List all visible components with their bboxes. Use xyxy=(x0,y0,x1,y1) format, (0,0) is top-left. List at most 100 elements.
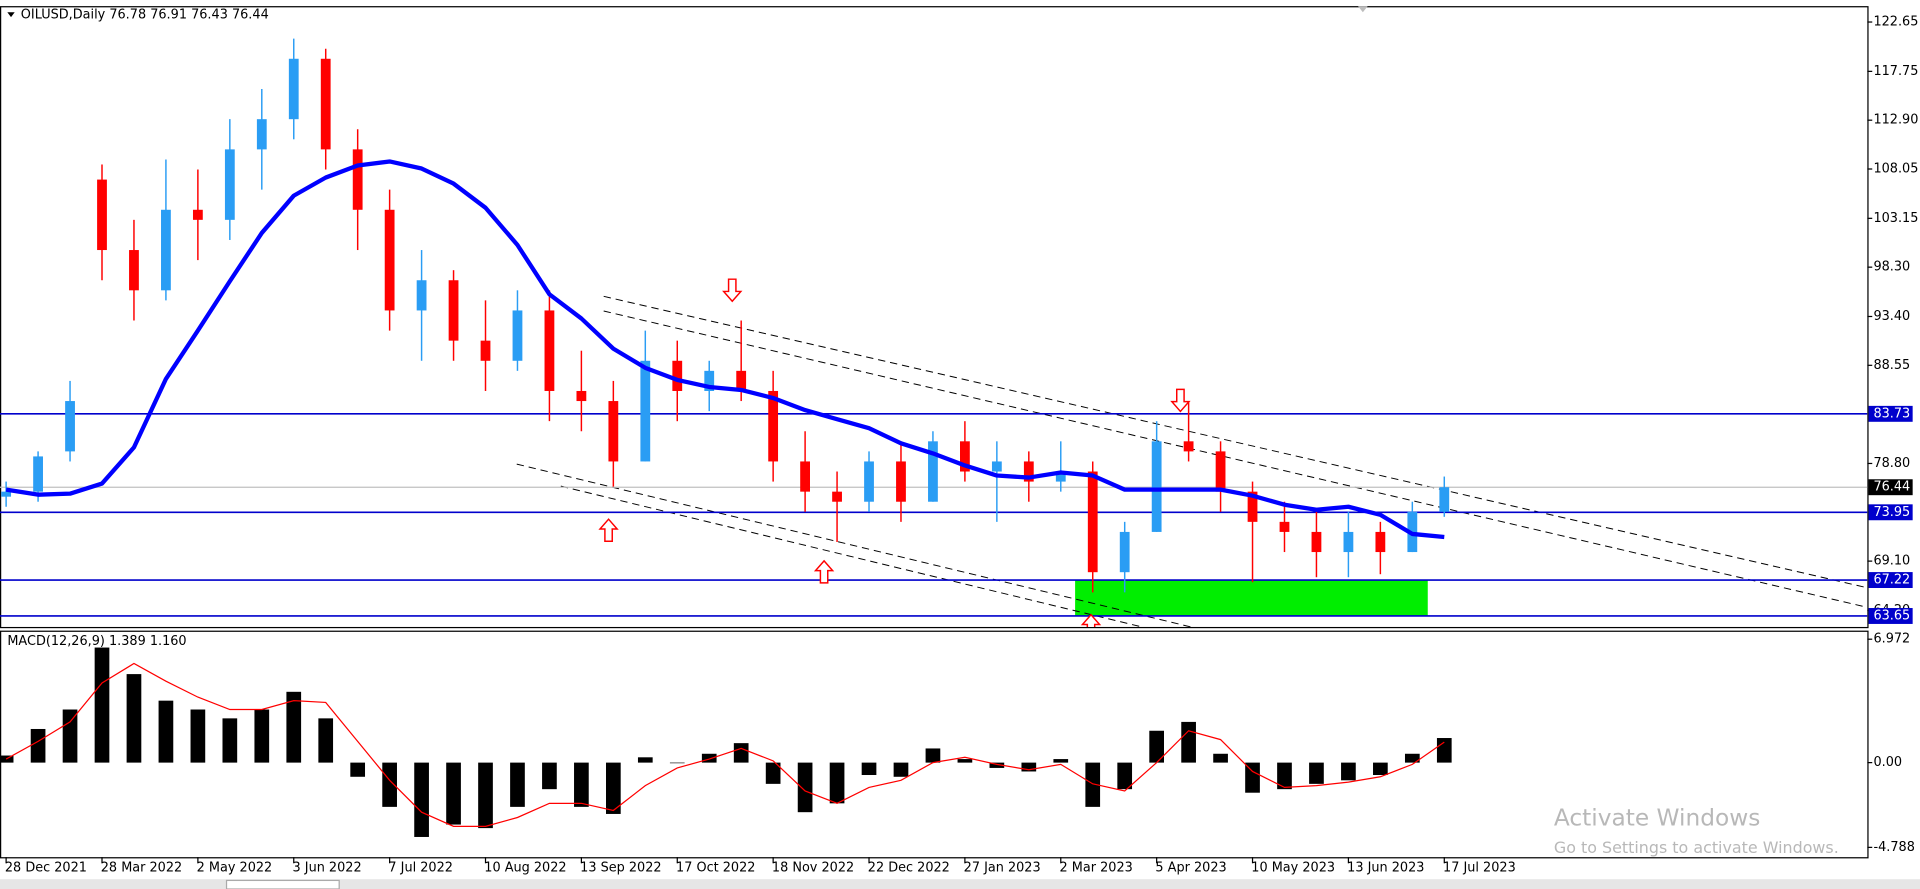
trend-line xyxy=(516,463,1194,627)
up-arrow xyxy=(598,518,619,542)
macd-bar xyxy=(606,762,621,814)
y-tick-label: 122.65 xyxy=(1873,15,1918,30)
candle-body xyxy=(640,360,651,462)
y-tick-label: -4.788 xyxy=(1873,840,1914,855)
y-tick-label: 112.90 xyxy=(1873,113,1918,128)
candle-body xyxy=(991,461,1002,472)
y-tick-label: 93.40 xyxy=(1873,309,1910,324)
down-arrow xyxy=(722,278,743,303)
macd-bar xyxy=(126,674,142,763)
trend-line xyxy=(603,295,1868,589)
candle-body xyxy=(288,58,299,120)
main-marks xyxy=(0,38,1868,617)
macd-bar xyxy=(1213,753,1228,763)
x-tick-label: 3 Jun 2022 xyxy=(293,861,362,876)
trend-line xyxy=(603,310,1868,608)
candle-body xyxy=(448,280,459,341)
chart-header: OILUSD,Daily 76.78 76.91 76.43 76.44 xyxy=(21,7,269,22)
level-label-box xyxy=(1868,572,1913,589)
candle-body xyxy=(1439,487,1450,512)
macd-bar xyxy=(158,700,174,763)
x-tick-label: 22 Dec 2022 xyxy=(868,861,950,876)
level-label: 73.95 xyxy=(1873,505,1910,520)
x-tick-label: 13 Sep 2022 xyxy=(580,861,661,876)
candle-body xyxy=(800,461,810,492)
candle-body xyxy=(1279,521,1290,532)
macd-bar xyxy=(1277,762,1292,790)
tab[interactable] xyxy=(225,879,340,889)
moving-average xyxy=(5,159,1445,540)
candle-body xyxy=(1055,471,1066,482)
main-panel xyxy=(0,38,1868,627)
candle-body xyxy=(512,310,523,361)
macd-bar xyxy=(861,762,877,776)
macd-bar xyxy=(1053,759,1069,763)
candle-body xyxy=(736,370,747,391)
candle-body xyxy=(768,390,779,462)
macd-bar xyxy=(318,718,334,763)
macd-bar xyxy=(414,762,429,837)
x-tick-label: 10 Aug 2022 xyxy=(484,861,566,876)
macd-title: MACD(12,26,9) 1.389 1.160 xyxy=(7,634,186,649)
x-tick-label: 18 Nov 2022 xyxy=(772,861,854,876)
macd-bar xyxy=(1404,753,1420,763)
macd-bar xyxy=(797,762,813,813)
macd-bar xyxy=(893,762,909,777)
y-tick-label: 78.80 xyxy=(1873,456,1910,471)
main-panel-frame xyxy=(0,6,1869,629)
candle-body xyxy=(1215,451,1226,492)
candle-body xyxy=(1151,441,1162,532)
macd-bar xyxy=(1436,738,1452,763)
macd-bar xyxy=(478,762,493,829)
candle-body xyxy=(864,461,874,502)
macd-bar xyxy=(254,709,270,763)
watermark-subtitle: Go to Settings to activate Windows. xyxy=(1554,838,1839,857)
candle-body xyxy=(129,250,139,291)
macd-bar xyxy=(542,762,557,790)
candle-body xyxy=(161,209,171,291)
signal-arrows xyxy=(598,278,1191,627)
open-value: 76.78 xyxy=(109,7,146,22)
macd-bar xyxy=(1085,762,1101,807)
macd-panel-frame xyxy=(0,630,1869,859)
candle-body xyxy=(1311,531,1322,553)
candle-body xyxy=(544,310,555,391)
x-tick-label: 13 Jun 2023 xyxy=(1347,861,1424,876)
macd-bar xyxy=(1021,762,1037,772)
candle-body xyxy=(65,401,75,452)
trend-channels xyxy=(516,295,1868,627)
watermark-title: Activate Windows xyxy=(1554,805,1760,832)
macd-bar xyxy=(989,762,1005,768)
up-arrow xyxy=(813,559,835,584)
shift-marker xyxy=(1357,6,1368,13)
macd-bar xyxy=(829,762,845,804)
low-value: 76.43 xyxy=(191,7,228,22)
y-tick-label: 108.05 xyxy=(1873,162,1918,177)
support-zone xyxy=(1075,580,1428,616)
macd-bar xyxy=(733,743,749,763)
macd-bar xyxy=(1181,721,1196,763)
x-tick-label: 2 May 2022 xyxy=(197,861,273,876)
x-tick-label: 28 Mar 2022 xyxy=(101,861,182,876)
level-label: 67.22 xyxy=(1873,573,1910,588)
x-tick-label: 5 Apr 2023 xyxy=(1155,861,1226,876)
candle-body xyxy=(1023,461,1034,482)
macd-bar xyxy=(1309,762,1324,784)
symbol: OILUSD,Daily xyxy=(21,7,106,22)
menu-triangle[interactable] xyxy=(7,12,15,18)
level-label-box xyxy=(1868,608,1913,624)
candle-body xyxy=(256,119,267,150)
macd-bar xyxy=(286,691,302,763)
y-tick-label: 0.00 xyxy=(1873,755,1902,770)
level-label-box xyxy=(1868,504,1913,521)
candle-body xyxy=(480,340,491,361)
candle-body xyxy=(416,280,427,311)
level-label: 63.65 xyxy=(1873,608,1910,623)
macd-bar xyxy=(350,762,366,777)
macd-bar xyxy=(94,647,110,763)
x-tick-label: 28 Dec 2021 xyxy=(5,861,87,876)
candle-body xyxy=(1087,471,1098,573)
candle-body xyxy=(384,209,395,311)
macd-bar xyxy=(1341,762,1356,781)
